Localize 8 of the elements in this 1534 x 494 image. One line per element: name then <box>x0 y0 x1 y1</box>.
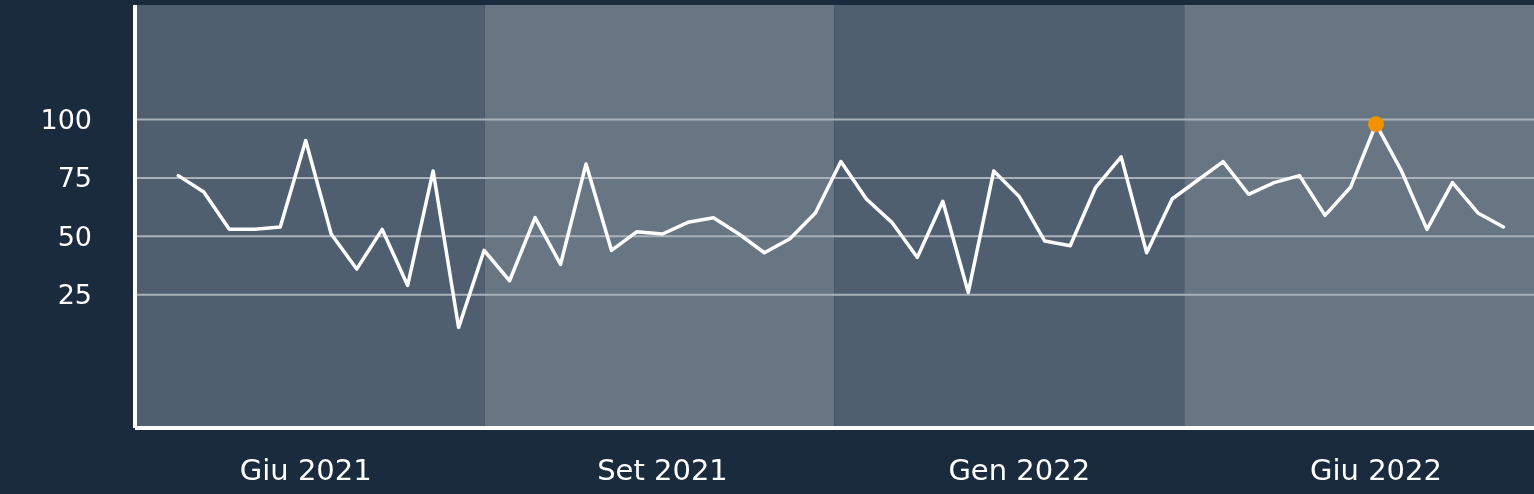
y-tick-label: 75 <box>57 162 92 194</box>
x-tick-label: Set 2021 <box>597 453 728 487</box>
y-tick-label: 25 <box>57 279 92 311</box>
x-tick-label: Gen 2022 <box>948 453 1091 487</box>
y-tick-label: 50 <box>57 220 92 252</box>
x-tick-label: Giu 2022 <box>1310 453 1442 487</box>
y-tick-label: 100 <box>40 104 92 136</box>
x-tick-label: Giu 2021 <box>239 453 372 487</box>
